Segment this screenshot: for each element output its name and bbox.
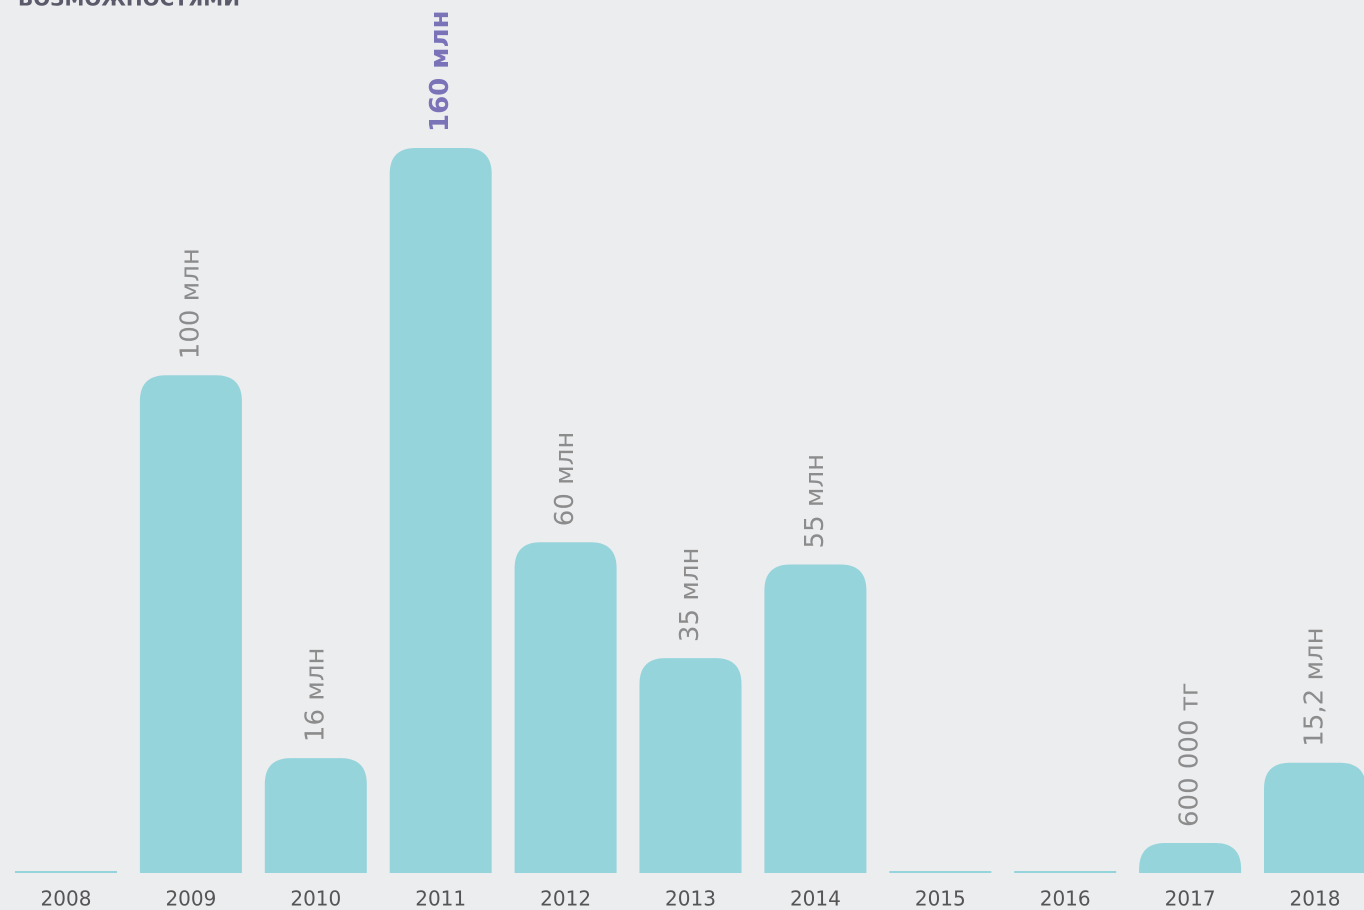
- x-tick-label: 2010: [290, 887, 341, 910]
- x-tick-label: 2016: [1040, 887, 1091, 910]
- bar: [764, 564, 866, 873]
- x-tick-label: 2013: [665, 887, 716, 910]
- empty-bar: [889, 871, 991, 873]
- empty-bar: [1014, 871, 1116, 873]
- bar: [390, 148, 492, 873]
- bar: [1139, 843, 1241, 873]
- chart: ВОЗМОЖНОСТЯМИ 2008 100 млн 2009 16 млн 2010 1…: [0, 0, 1364, 910]
- bar: [640, 658, 742, 873]
- x-tick-label: 2011: [415, 887, 466, 910]
- bar: [140, 375, 242, 873]
- x-tick-label: 2017: [1165, 887, 1216, 910]
- value-label: 55 млн: [800, 454, 830, 549]
- empty-bar: [15, 871, 117, 873]
- x-tick-label: 2018: [1290, 887, 1341, 910]
- x-tick-label: 2015: [915, 887, 966, 910]
- value-label: 100 млн: [175, 248, 205, 359]
- bar: [515, 542, 617, 873]
- x-tick-label: 2012: [540, 887, 591, 910]
- value-label: 160 млн: [425, 10, 455, 132]
- x-tick-label: 2008: [41, 887, 92, 910]
- value-label: 600 000 тг: [1175, 682, 1205, 827]
- bar: [1264, 763, 1364, 873]
- x-tick-label: 2014: [790, 887, 841, 910]
- value-label: 16 млн: [300, 648, 330, 743]
- value-label: 15,2 млн: [1300, 627, 1330, 746]
- x-tick-label: 2009: [165, 887, 216, 910]
- value-label: 35 млн: [675, 547, 705, 642]
- page: ВОЗМОЖНОСТЯМИ 2008 100 млн 2009 16 млн 2010 1…: [0, 0, 1364, 910]
- value-label: 60 млн: [550, 432, 580, 527]
- bar: [265, 758, 367, 873]
- chart-title: ВОЗМОЖНОСТЯМИ: [18, 0, 240, 11]
